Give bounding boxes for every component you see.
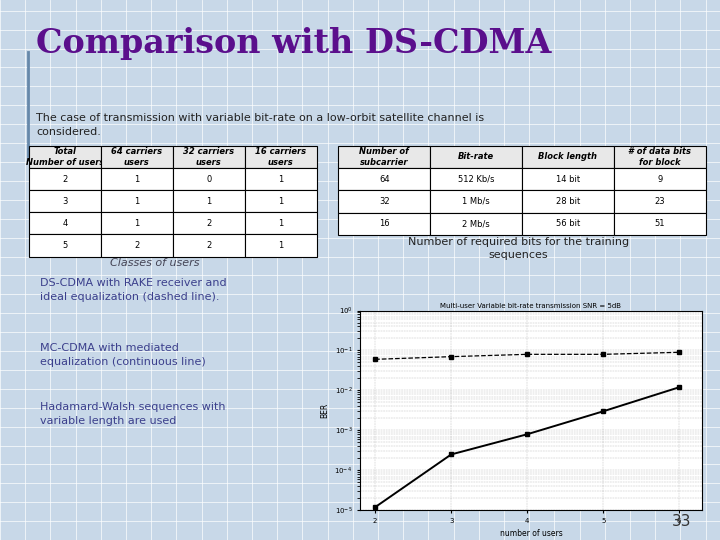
Text: Hadamard-Walsh sequences with
variable length are used: Hadamard-Walsh sequences with variable l… [40, 402, 225, 426]
Text: Classes of users: Classes of users [110, 258, 199, 268]
Text: MC-CDMA with mediated
equalization (continuous line): MC-CDMA with mediated equalization (cont… [40, 343, 205, 367]
Text: Comparison with DS-CDMA: Comparison with DS-CDMA [36, 27, 552, 60]
Y-axis label: BER: BER [320, 403, 329, 418]
X-axis label: number of users: number of users [500, 530, 562, 538]
Title: Multi-user Variable bit-rate transmission SNR = 5dB: Multi-user Variable bit-rate transmissio… [441, 303, 621, 309]
Text: Number of required bits for the training
sequences: Number of required bits for the training… [408, 237, 629, 260]
Text: The case of transmission with variable bit-rate on a low-orbit satellite channel: The case of transmission with variable b… [36, 113, 484, 137]
Text: DS-CDMA with RAKE receiver and
ideal equalization (dashed line).: DS-CDMA with RAKE receiver and ideal equ… [40, 278, 226, 302]
Text: 33: 33 [672, 514, 691, 529]
